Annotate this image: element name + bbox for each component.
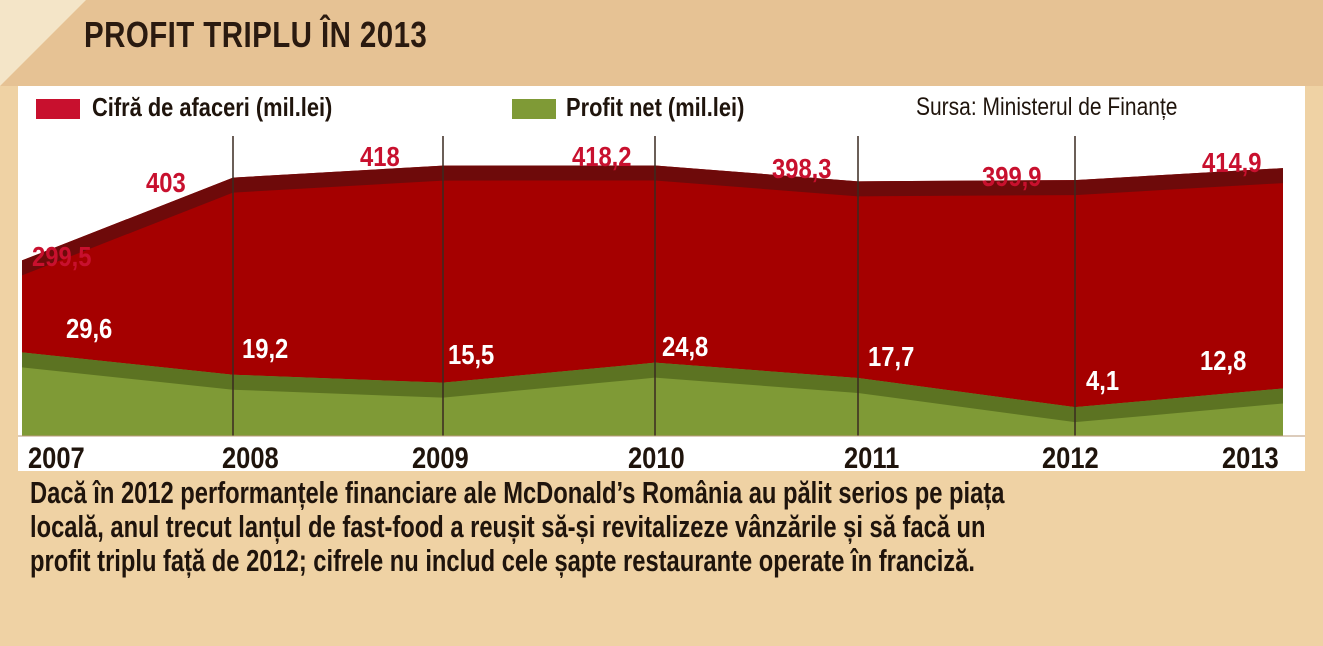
x-tick-label: 2008 — [222, 441, 279, 471]
x-tick-label: 2011 — [844, 441, 899, 471]
corner-fold-decoration — [0, 0, 86, 86]
revenue-value-label: 403 — [146, 166, 186, 198]
profit-value-label: 17,7 — [868, 340, 914, 372]
caption-line: profit triplu față de 2012; cifrele nu i… — [30, 543, 975, 578]
revenue-legend-swatch — [36, 99, 80, 119]
caption-line: locală, anul trecut lanțul de fast-food … — [30, 509, 986, 544]
area-chart: 299,5 403 418 418,2 398,3 399,9 414,9 29,6 19,2 1… — [18, 136, 1305, 471]
revenue-value-label: 414,9 — [1202, 146, 1262, 178]
revenue-area — [22, 165, 1283, 436]
profit-value-label: 4,1 — [1086, 364, 1119, 396]
profit-legend-label: Profit net (mil.lei) — [566, 92, 745, 122]
revenue-value-label: 398,3 — [772, 152, 832, 184]
revenue-value-label: 418 — [360, 140, 400, 172]
x-tick-label: 2010 — [628, 441, 685, 471]
profit-value-label: 29,6 — [66, 312, 112, 344]
x-tick-label: 2013 — [1222, 441, 1279, 471]
title-band: PROFIT TRIPLU ÎN 2013 — [0, 0, 1323, 86]
revenue-top-edge — [22, 165, 1283, 276]
x-tick-label: 2007 — [28, 441, 85, 471]
x-tick-label: 2012 — [1042, 441, 1099, 471]
revenue-value-label: 418,2 — [572, 140, 632, 172]
caption-text: Dacă în 2012 performanțele financiare al… — [30, 476, 1300, 578]
profit-area — [22, 352, 1283, 436]
revenue-value-label: 399,9 — [982, 160, 1042, 192]
profit-value-label: 12,8 — [1200, 344, 1246, 376]
revenue-value-label: 299,5 — [32, 240, 92, 272]
revenue-legend-label: Cifră de afaceri (mil.lei) — [92, 92, 333, 122]
x-tick-label: 2009 — [412, 441, 469, 471]
profit-value-label: 24,8 — [662, 330, 708, 362]
profit-value-label: 15,5 — [448, 338, 494, 370]
caption-line: Dacă în 2012 performanțele financiare al… — [30, 475, 1005, 510]
profit-value-label: 19,2 — [242, 332, 288, 364]
source-label: Sursa: Ministerul de Finanțe — [916, 93, 1178, 121]
profit-legend-swatch — [512, 99, 556, 119]
chart-title: PROFIT TRIPLU ÎN 2013 — [84, 14, 428, 55]
profit-top-edge — [22, 352, 1283, 423]
